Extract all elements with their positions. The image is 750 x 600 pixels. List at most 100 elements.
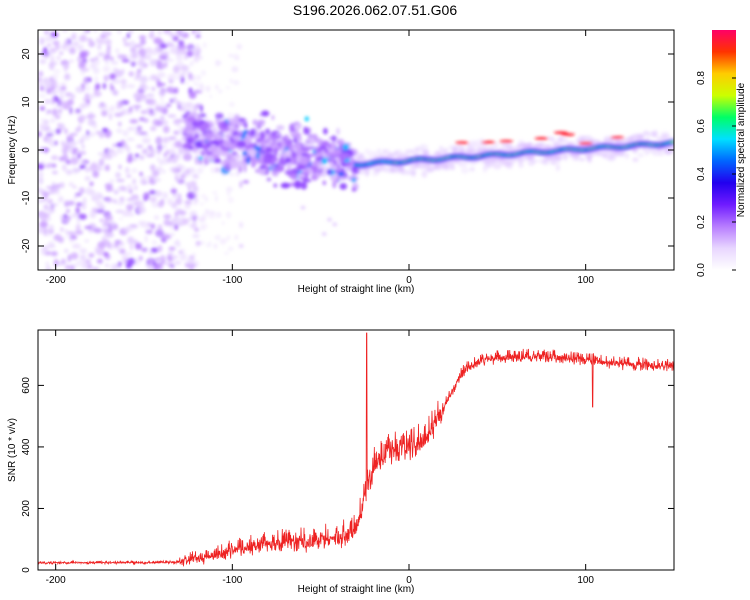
heatmap-cell [200, 127, 206, 133]
heatmap-cell [146, 93, 155, 97]
heatmap-cell [47, 129, 55, 133]
heatmap-cell [70, 35, 77, 40]
heatmap-cell [46, 244, 56, 249]
heatmap-cell [159, 43, 168, 49]
heatmap-cell [133, 93, 137, 99]
heatmap-cell [321, 169, 327, 178]
heatmap-cell [223, 163, 233, 171]
heatmap-cell [196, 75, 201, 81]
heatmap-cell [149, 59, 158, 67]
snr-ticks: -200 -100 0 100 0 200 400 600 [21, 330, 674, 586]
heatmap-cell [225, 211, 232, 219]
heatmap-cell [90, 189, 96, 198]
heatmap-cell [138, 35, 147, 40]
heatmap-cell [140, 82, 147, 91]
heatmap-cell [315, 146, 319, 155]
heatmap-cell [88, 40, 96, 48]
heatmap-cell [88, 252, 95, 258]
heatmap-cell [242, 180, 250, 184]
heatmap-cell [142, 137, 151, 144]
heatmap-cell [290, 133, 301, 139]
heatmap-cell [106, 47, 111, 56]
heatmap-cell [201, 163, 207, 169]
heatmap-cell [75, 202, 84, 207]
heatmap-cell [38, 78, 43, 86]
heatmap-cell [201, 150, 205, 157]
heatmap-cell [116, 201, 125, 206]
heatmap-cell [38, 176, 44, 185]
heatmap-cell [178, 72, 184, 79]
heatmap-cell [168, 158, 177, 163]
heatmap-cell [297, 173, 306, 178]
heatmap-cell [104, 263, 110, 268]
heatmap-cell [140, 109, 147, 115]
heatmap-cell [38, 211, 45, 215]
heatmap-cell [49, 189, 54, 195]
heatmap-cell [466, 143, 472, 149]
heatmap-cell [129, 119, 139, 124]
heatmap-cell [221, 221, 225, 226]
heatmap-cell [651, 130, 659, 138]
heatmap-cell [188, 91, 197, 99]
heatmap-cell [116, 178, 125, 183]
heatmap-cell [534, 137, 549, 140]
heatmap-cell [414, 146, 420, 152]
heatmap-cell [351, 187, 357, 192]
heatmap-cell [126, 212, 135, 217]
heatmap-cell [165, 58, 175, 62]
heatmap-cell [270, 144, 280, 150]
heatmap-cell [48, 224, 54, 232]
heatmap-cell [102, 82, 107, 90]
heatmap-cell [163, 30, 171, 35]
heatmap-cell [62, 154, 69, 162]
heatmap-cell [68, 181, 74, 187]
heatmap-cell [54, 186, 60, 191]
heatmap-cell [75, 128, 80, 133]
heatmap-cell [174, 211, 179, 217]
heatmap-cell [227, 112, 234, 119]
heatmap-cell [199, 104, 204, 113]
heatmap-cell [50, 55, 55, 64]
heatmap-cell [115, 209, 124, 214]
heatmap-cell [55, 183, 61, 188]
heatmap-cell [69, 157, 79, 165]
heatmap-cell [628, 136, 633, 142]
heatmap-cell [38, 130, 42, 137]
heatmap-cell [142, 192, 150, 200]
heatmap-cell [48, 51, 54, 57]
heatmap-cell [246, 148, 257, 156]
heatmap-cell [194, 30, 202, 34]
heatmap-cell [185, 129, 195, 135]
heatmap-cell [102, 197, 112, 201]
heatmap-cell [225, 133, 231, 140]
heatmap-cell [80, 34, 87, 42]
heatmap-cell [229, 125, 239, 131]
heatmap-cell [259, 139, 269, 145]
heatmap-cell [174, 121, 180, 126]
heatmap-cell [271, 115, 275, 121]
heatmap-cell [115, 171, 121, 179]
heatmap-cell [129, 47, 137, 53]
heatmap-cell [398, 152, 409, 158]
heatmap-cell [201, 240, 205, 245]
heatmap-cell [71, 32, 77, 37]
heatmap-cell [112, 67, 119, 73]
heatmap-cell [180, 248, 186, 253]
heatmap-cell [155, 257, 161, 261]
heatmap-cell [48, 90, 58, 95]
heatmap-cell [119, 79, 128, 84]
heatmap-cell [143, 224, 150, 230]
heatmap-cell [230, 154, 235, 162]
heatmap-cell [147, 265, 155, 270]
heatmap-cell [124, 166, 130, 174]
heatmap-cell [127, 183, 133, 191]
heatmap-cell [566, 141, 572, 147]
heatmap-cell [186, 102, 191, 108]
heatmap-cell [109, 179, 115, 183]
heatmap-cell [199, 202, 205, 206]
heatmap-cell [39, 37, 45, 45]
heatmap-cell [192, 233, 200, 239]
heatmap-cell [192, 110, 196, 117]
heatmap-cell [65, 159, 71, 165]
heatmap-cell [173, 87, 179, 94]
